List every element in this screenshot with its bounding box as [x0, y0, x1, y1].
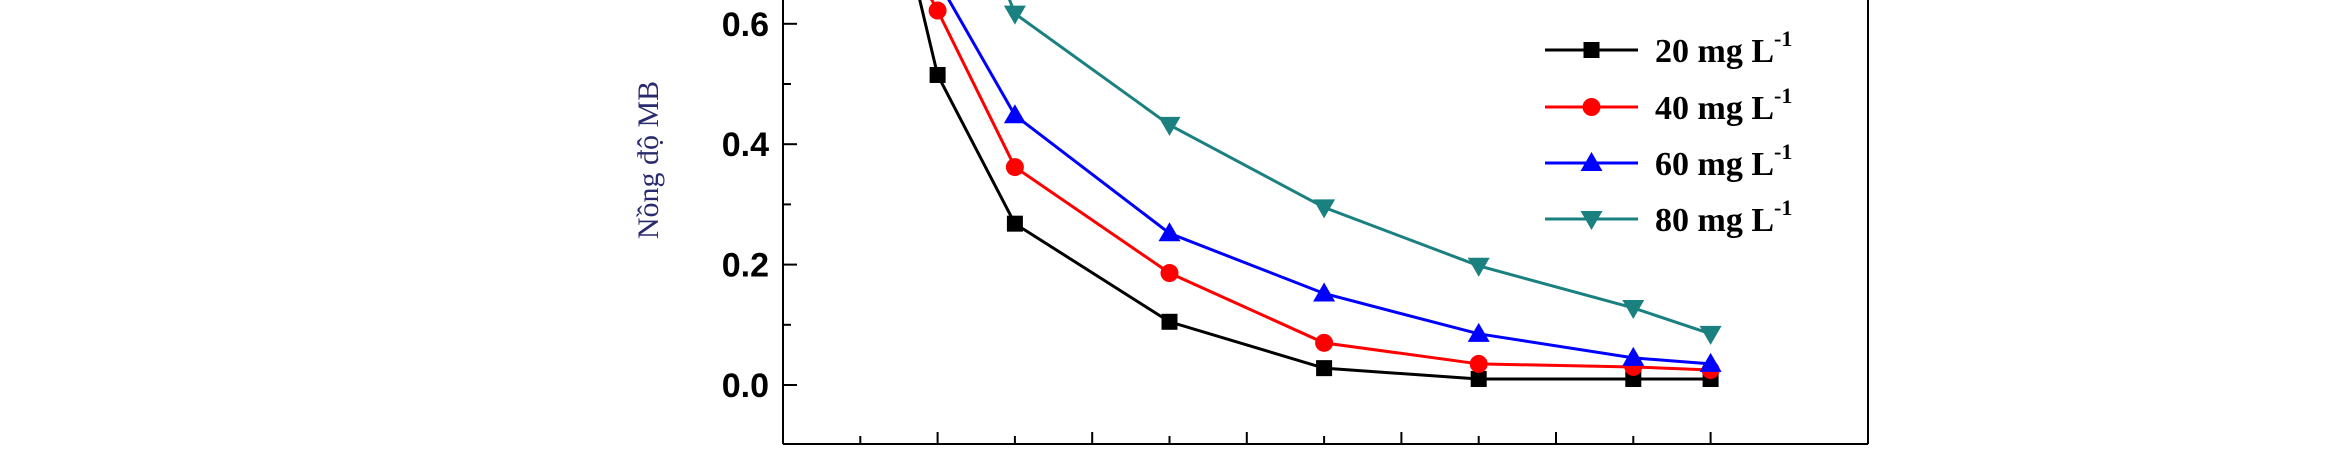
- data-point: [1003, 5, 1026, 25]
- data-point: [1160, 264, 1179, 283]
- legend-label: 40 mg L-1: [1655, 83, 1792, 127]
- legend-label: 20 mg L-1: [1655, 26, 1792, 70]
- data-point: [1316, 360, 1333, 377]
- y-tick-label: 0.4: [722, 126, 769, 164]
- y-tick-label: 0.0: [722, 367, 769, 405]
- legend: 20 mg L-1 40 mg L-1 60 mg L-1 80 mg L-1: [1545, 26, 1792, 239]
- series-line: [918, 0, 1711, 381]
- data-point: [1158, 222, 1181, 242]
- series-4: [1003, 0, 1722, 345]
- legend-entry-3: 60 mg L-1: [1545, 139, 1792, 183]
- data-point: [1313, 282, 1336, 302]
- legend-entry-1: 20 mg L-1: [1545, 26, 1792, 70]
- series-2: [928, 0, 1720, 379]
- y-axis-title: Nồng độ MB: [632, 81, 665, 239]
- data-point: [1161, 313, 1178, 330]
- data-point: [1583, 42, 1600, 58]
- legend-label: 60 mg L-1: [1655, 139, 1792, 183]
- data-point: [1580, 152, 1603, 171]
- data-point: [1469, 354, 1488, 373]
- series-layer: [918, 0, 1722, 387]
- data-point: [1158, 116, 1181, 136]
- y-axis-ticks: 0.0 0.2 0.4 0.6: [722, 6, 797, 405]
- data-point: [1699, 325, 1722, 345]
- series-1: [918, 0, 1719, 387]
- legend-entry-2: 40 mg L-1: [1545, 83, 1792, 127]
- data-point: [1005, 158, 1024, 177]
- series-3: [947, 0, 1722, 372]
- legend-entry-4: 80 mg L-1: [1545, 195, 1792, 239]
- data-point: [1580, 211, 1603, 230]
- data-point: [929, 66, 946, 83]
- data-point: [1467, 257, 1490, 277]
- x-axis-ticks: [782, 432, 1712, 444]
- series-line: [930, 0, 1711, 372]
- data-point: [1470, 370, 1487, 387]
- data-point: [1699, 352, 1722, 372]
- data-point: [1622, 299, 1645, 319]
- data-point: [1003, 104, 1026, 124]
- axes: [782, 0, 1869, 445]
- data-point: [1313, 199, 1336, 219]
- data-point: [1315, 333, 1334, 352]
- data-point: [1006, 215, 1023, 232]
- data-point: [1467, 322, 1490, 342]
- y-tick-label: 0.2: [722, 247, 769, 285]
- legend-label: 80 mg L-1: [1655, 195, 1792, 239]
- data-point: [1582, 98, 1601, 116]
- y-tick-label: 0.6: [722, 6, 769, 44]
- data-point: [928, 1, 947, 20]
- data-point: [1622, 346, 1645, 366]
